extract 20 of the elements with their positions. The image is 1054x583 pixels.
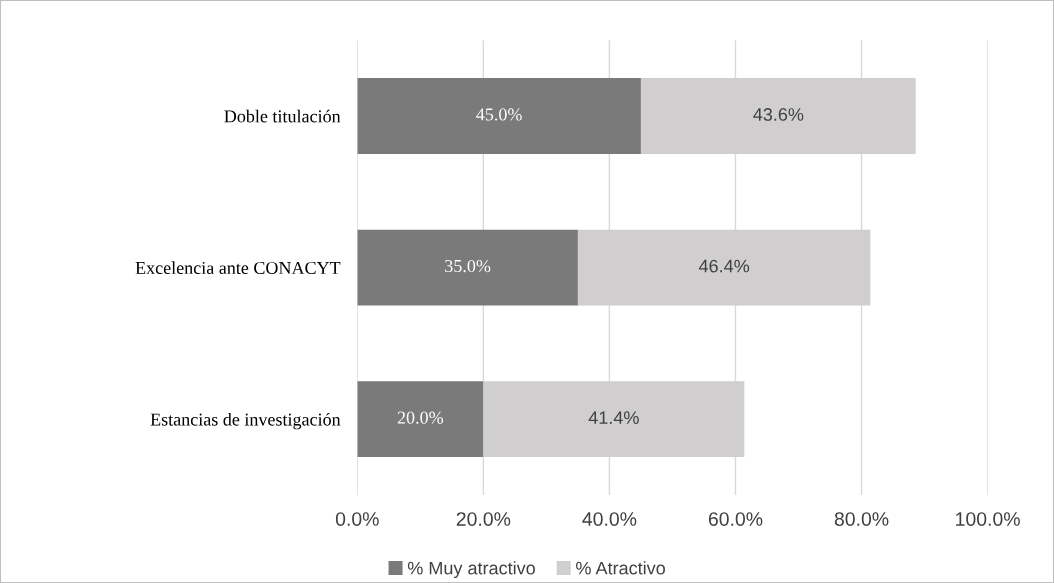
data-label: 20.0% [397,411,444,424]
data-label: 43.6% [753,108,804,121]
x-tick-label: 20.0% [456,512,511,526]
x-tick-label: 40.0% [582,512,637,526]
legend-label: % Muy atractivo [407,561,535,579]
x-tick-label: 0.0% [335,512,379,526]
bar [357,78,641,154]
data-label: 41.4% [588,411,639,424]
bar [357,381,484,458]
y-tick-label: Doble titulación [224,109,341,123]
x-tick-label: 80.0% [834,512,889,526]
data-label: 35.0% [445,259,491,273]
data-label: 45.0% [476,108,522,121]
y-tick-label: Estancias de investigación [150,412,341,430]
bar [357,229,578,306]
x-tick-label: 60.0% [708,512,763,526]
y-tick-label: Excelencia ante CONACYT [135,261,341,275]
data-label: 46.4% [698,259,750,273]
x-tick-label: 100.0% [956,512,1020,526]
legend-label: % Atractivo [576,561,665,575]
